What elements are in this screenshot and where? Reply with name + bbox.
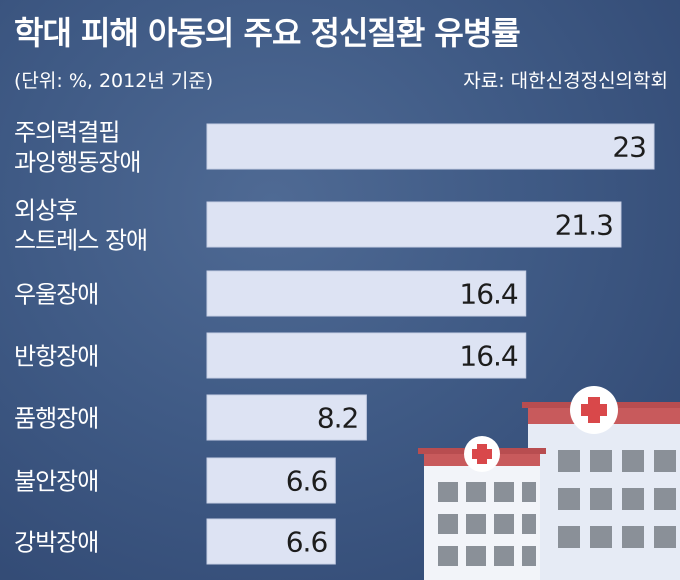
bar-3 <box>206 332 527 379</box>
unit-note: (단위: %, 2012년 기준) <box>14 70 214 92</box>
hospital-illustration <box>418 386 680 580</box>
bar-0 <box>206 123 655 170</box>
chart-title: 학대 피해 아동의 주요 정신질환 유병률 <box>14 14 521 52</box>
category-label-0-0: 주의력결핍 <box>14 119 119 147</box>
bar-1 <box>206 201 622 248</box>
value-label-5: 6.6 <box>286 465 328 498</box>
category-label-1-0: 외상후 <box>14 197 77 225</box>
bar-5 <box>206 457 336 504</box>
bars-layer <box>206 123 655 565</box>
value-label-0: 23 <box>612 131 646 164</box>
value-labels-layer: 23 21.3 16.4 16.4 8.2 6.6 6.6 <box>286 131 647 559</box>
category-label-0-1: 과잉행동장애 <box>14 149 140 177</box>
category-label-2-0: 우울장애 <box>14 281 98 309</box>
category-label-4-0: 품행장애 <box>14 405 98 433</box>
value-label-1: 21.3 <box>555 209 613 242</box>
bar-6 <box>206 518 336 565</box>
category-label-1-1: 스트레스 장애 <box>14 227 147 255</box>
value-label-4: 8.2 <box>317 402 359 435</box>
category-label-6-0: 강박장애 <box>14 529 98 557</box>
bar-2 <box>206 270 527 317</box>
category-label-5-0: 불안장애 <box>14 468 98 496</box>
source-note: 자료: 대한신경정신의학회 <box>463 70 668 92</box>
value-label-6: 6.6 <box>286 526 328 559</box>
value-label-2: 16.4 <box>459 278 518 311</box>
category-label-3-0: 반항장애 <box>14 343 98 371</box>
value-label-3: 16.4 <box>459 340 518 373</box>
bar-4 <box>206 394 367 441</box>
